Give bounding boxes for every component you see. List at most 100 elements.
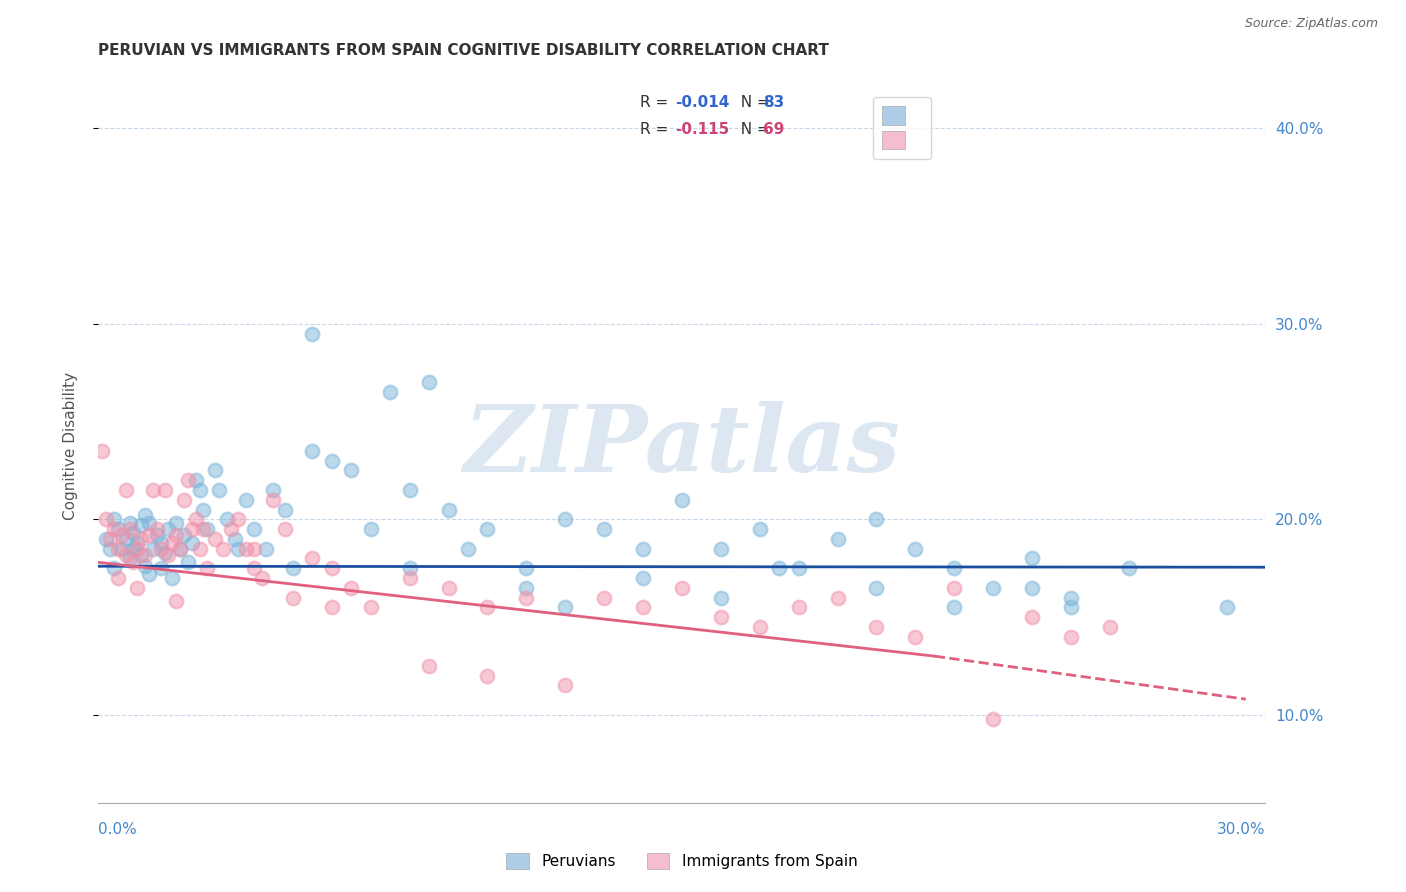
Point: [398, 571, 420, 585]
Point: [215, 512, 238, 526]
Point: [262, 492, 284, 507]
Point: [301, 326, 323, 341]
Text: -0.014: -0.014: [675, 95, 730, 110]
Text: -0.115: -0.115: [675, 122, 730, 136]
Point: [1118, 561, 1140, 575]
Point: [321, 561, 343, 575]
Point: [787, 600, 810, 615]
Point: [127, 541, 149, 556]
Point: [91, 443, 114, 458]
Text: N =: N =: [731, 95, 775, 110]
Point: [281, 561, 304, 575]
Point: [787, 561, 810, 575]
Point: [149, 541, 172, 556]
Point: [631, 541, 654, 556]
Point: [710, 610, 733, 624]
Point: [865, 512, 887, 526]
Point: [103, 522, 125, 536]
Point: [748, 522, 770, 536]
Point: [340, 463, 363, 477]
Point: [146, 522, 169, 536]
Point: [360, 522, 382, 536]
Point: [235, 541, 257, 556]
Point: [228, 541, 250, 556]
Point: [146, 528, 169, 542]
Point: [184, 512, 207, 526]
Point: [554, 678, 576, 692]
Point: [254, 541, 277, 556]
Point: [981, 712, 1004, 726]
Point: [378, 385, 402, 400]
Text: 83: 83: [763, 95, 785, 110]
Point: [98, 541, 121, 556]
Text: R =: R =: [640, 95, 673, 110]
Point: [122, 526, 145, 541]
Point: [1060, 630, 1083, 644]
Point: [219, 522, 242, 536]
Point: [981, 581, 1004, 595]
Point: [180, 535, 202, 549]
Point: [515, 581, 537, 595]
Point: [827, 532, 849, 546]
Text: 69: 69: [763, 122, 785, 136]
Point: [593, 591, 616, 605]
Point: [195, 561, 218, 575]
Point: [243, 561, 266, 575]
Point: [243, 522, 266, 536]
Point: [138, 528, 160, 542]
Point: [96, 512, 118, 526]
Point: [631, 600, 654, 615]
Point: [129, 518, 152, 533]
Point: [107, 541, 129, 556]
Point: [710, 591, 733, 605]
Point: [177, 473, 200, 487]
Point: [111, 528, 134, 542]
Point: [515, 591, 537, 605]
Point: [127, 535, 149, 549]
Point: [134, 548, 156, 562]
Point: [437, 581, 460, 595]
Point: [827, 591, 849, 605]
Point: [122, 541, 145, 556]
Point: [631, 571, 654, 585]
Point: [943, 561, 966, 575]
Legend: Peruvians, Immigrants from Spain: Peruvians, Immigrants from Spain: [501, 847, 863, 875]
Point: [437, 502, 460, 516]
Point: [321, 600, 343, 615]
Point: [188, 541, 211, 556]
Point: [904, 630, 927, 644]
Text: R =: R =: [640, 122, 673, 136]
Point: [165, 516, 187, 531]
Point: [1021, 610, 1043, 624]
Point: [748, 620, 770, 634]
Point: [360, 600, 382, 615]
Point: [274, 502, 297, 516]
Point: [768, 561, 790, 575]
Point: [122, 555, 145, 569]
Point: [138, 567, 160, 582]
Point: [904, 541, 927, 556]
Point: [193, 522, 215, 536]
Point: [157, 522, 180, 536]
Y-axis label: Cognitive Disability: Cognitive Disability: [63, 372, 77, 520]
Point: [865, 581, 887, 595]
Point: [671, 492, 693, 507]
Point: [710, 541, 733, 556]
Point: [301, 443, 323, 458]
Point: [671, 581, 693, 595]
Point: [162, 535, 184, 549]
Text: 0.0%: 0.0%: [98, 822, 138, 837]
Point: [250, 571, 273, 585]
Point: [301, 551, 323, 566]
Point: [228, 512, 250, 526]
Point: [477, 522, 499, 536]
Point: [281, 591, 304, 605]
Point: [169, 541, 191, 556]
Point: [212, 541, 235, 556]
Point: [204, 532, 226, 546]
Point: [1060, 591, 1083, 605]
Point: [1060, 600, 1083, 615]
Point: [477, 600, 499, 615]
Point: [138, 516, 160, 531]
Text: 30.0%: 30.0%: [1218, 822, 1265, 837]
